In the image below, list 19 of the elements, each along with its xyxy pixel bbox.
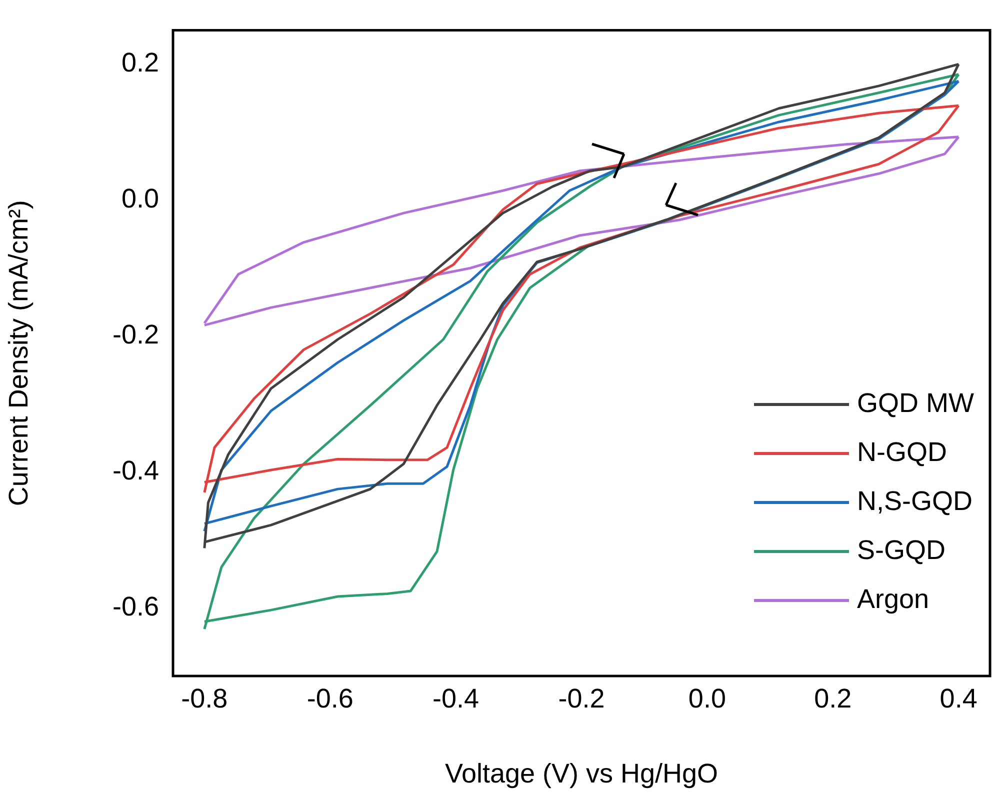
x-tick-label: 0.0: [688, 684, 726, 714]
y-tick-label: 0.0: [121, 184, 159, 214]
legend-label: GQD MW: [857, 388, 975, 418]
x-tick-label: -0.4: [432, 684, 480, 714]
x-tick-label: -0.6: [306, 684, 354, 714]
y-axis-title: Current Density (mA/cm²): [4, 200, 34, 506]
y-tick-label: -0.4: [112, 456, 159, 486]
y-tick-label: -0.2: [112, 320, 159, 350]
legend-label: S-GQD: [857, 534, 946, 565]
legend-label: Argon: [857, 584, 930, 614]
legend-label: N-GQD: [857, 436, 948, 467]
x-tick-label: 0.4: [940, 684, 978, 714]
y-tick-label: 0.2: [121, 48, 159, 78]
x-axis-title: Voltage (V) vs Hg/HgO: [444, 758, 718, 788]
legend-label: N,S-GQD: [857, 486, 973, 516]
x-tick-label: -0.8: [181, 684, 228, 714]
x-tick-label: -0.2: [558, 684, 605, 714]
y-tick-label: -0.6: [112, 591, 159, 622]
x-tick-label: 0.2: [814, 684, 852, 714]
